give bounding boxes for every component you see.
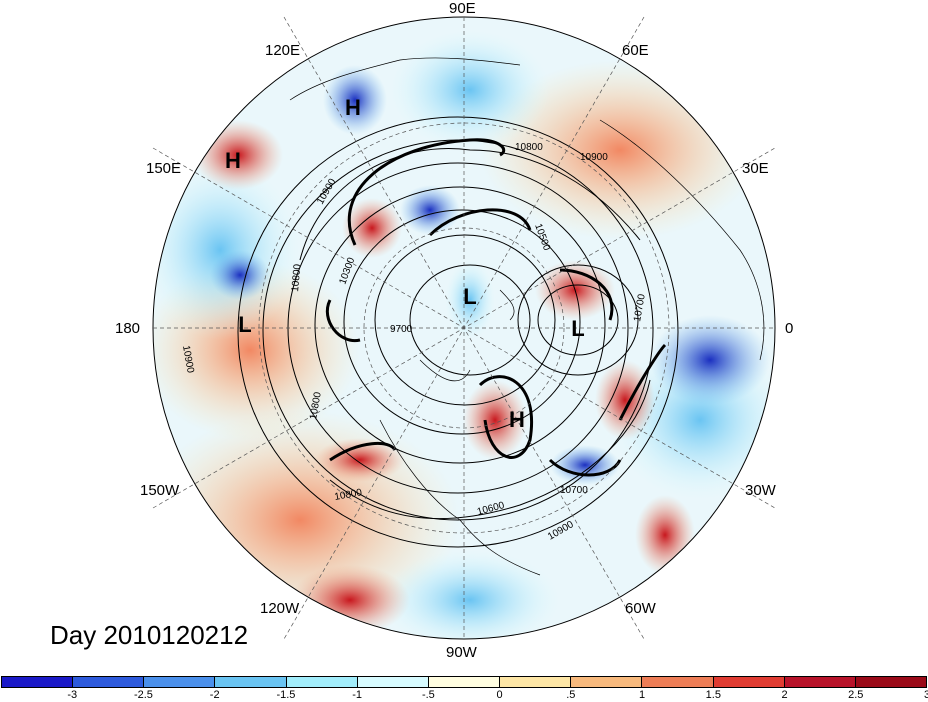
longitude-label: 60E	[622, 42, 649, 59]
longitude-label: 0	[785, 320, 794, 337]
colorbar-swatch	[286, 677, 358, 687]
colorbar-tick-label: -.5	[421, 689, 435, 701]
colorbar-swatch	[500, 677, 572, 687]
graticule	[152, 16, 776, 640]
jet-features	[325, 138, 667, 477]
colorbar-swatch	[2, 677, 74, 687]
colorbar-swatch	[144, 677, 216, 687]
colorbar-swatch	[713, 677, 785, 687]
colorbar-tick-label: -2.5	[133, 689, 153, 701]
colorbar-tick-label: 1	[639, 689, 646, 701]
longitude-label: 60W	[625, 600, 656, 617]
anomaly-field	[153, 17, 775, 639]
high-center-label: H	[345, 95, 361, 120]
longitude-label: 120E	[265, 42, 301, 59]
colorbar-swatch	[642, 677, 714, 687]
colorbar	[1, 676, 927, 688]
colorbar-swatch	[357, 677, 429, 687]
longitude-label: 150E	[146, 160, 182, 177]
contour-label: 10900	[580, 152, 608, 163]
colorbar-tick-label: 2.5	[848, 689, 864, 701]
colorbar-tick-label: 1.5	[705, 689, 721, 701]
height-contours	[237, 116, 679, 548]
contour-label: 10900	[180, 345, 196, 375]
high-center-label: H	[225, 148, 241, 173]
contour-label: 10800	[308, 391, 324, 421]
colorbar-tick-label: 3	[923, 689, 928, 701]
longitude-label: 30E	[742, 160, 769, 177]
contour-label: 10700	[560, 485, 588, 496]
contour-label: 10800	[290, 263, 303, 292]
colorbar-tick-label: -2	[209, 689, 220, 701]
colorbar-tick-label: -1.5	[276, 689, 296, 701]
high-center-label: H	[509, 407, 525, 432]
coastlines	[289, 57, 765, 576]
colorbar-tick-label: 2	[781, 689, 788, 701]
low-center-label: L	[571, 316, 584, 341]
colorbar-tick-label: -1	[352, 689, 363, 701]
colorbar-swatch	[571, 677, 643, 687]
longitude-label: 90W	[446, 644, 477, 661]
colorbar-swatch	[73, 677, 145, 687]
colorbar-tick-label: -3	[67, 689, 78, 701]
longitude-label: 180	[115, 320, 141, 337]
longitude-label: 30W	[745, 482, 776, 499]
colorbar-swatch	[215, 677, 287, 687]
contour-label: 10800	[334, 487, 364, 503]
date-title: Day 2010120212	[50, 620, 249, 650]
colorbar-swatch	[428, 677, 501, 687]
contour-label: 10700	[632, 293, 648, 323]
longitude-label: 90E	[449, 0, 476, 17]
colorbar-swatch	[784, 677, 856, 687]
contour-label: 9700	[390, 324, 413, 335]
colorbar-tick-label: .5	[566, 689, 576, 701]
low-center-label: L	[463, 284, 476, 309]
longitude-label: 150W	[140, 482, 180, 499]
colorbar-swatch	[855, 677, 927, 687]
colorbar-tick-label: 0	[496, 689, 503, 701]
low-center-label: L	[238, 312, 251, 337]
contour-label: 10800	[515, 142, 543, 153]
longitude-label: 120W	[260, 600, 300, 617]
